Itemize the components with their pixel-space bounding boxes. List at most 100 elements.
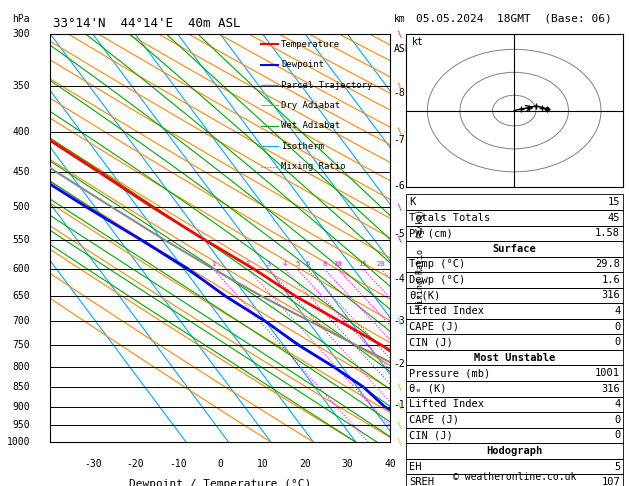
Text: Temperature: Temperature — [281, 40, 340, 49]
Text: Dry Adiabat: Dry Adiabat — [281, 101, 340, 110]
Text: 10: 10 — [257, 459, 269, 469]
Text: Most Unstable: Most Unstable — [474, 353, 555, 363]
Text: 0: 0 — [217, 459, 223, 469]
Text: Pressure (mb): Pressure (mb) — [409, 368, 490, 378]
Text: /: / — [396, 316, 406, 326]
Text: 700: 700 — [13, 316, 30, 326]
Text: 0: 0 — [614, 322, 620, 331]
Text: θₑ(K): θₑ(K) — [409, 291, 440, 300]
Text: /: / — [396, 29, 406, 39]
Text: -2: -2 — [393, 360, 405, 369]
Text: -3: -3 — [393, 316, 405, 326]
Text: kt: kt — [412, 37, 424, 47]
Text: /: / — [396, 420, 406, 430]
Text: 15: 15 — [359, 261, 367, 267]
Text: 1.58: 1.58 — [595, 228, 620, 238]
Text: Hodograph: Hodograph — [486, 446, 542, 456]
Text: hPa: hPa — [13, 14, 30, 24]
Text: CIN (J): CIN (J) — [409, 337, 453, 347]
Text: 650: 650 — [13, 291, 30, 301]
Text: 20: 20 — [377, 261, 386, 267]
Text: 1.6: 1.6 — [601, 275, 620, 285]
Text: /: / — [396, 81, 406, 91]
Text: Dewpoint / Temperature (°C): Dewpoint / Temperature (°C) — [129, 479, 311, 486]
Text: 45: 45 — [608, 213, 620, 223]
Text: /: / — [396, 401, 406, 412]
Text: Temp (°C): Temp (°C) — [409, 260, 465, 269]
Text: 350: 350 — [13, 81, 30, 91]
Text: 850: 850 — [13, 382, 30, 392]
Text: 29.8: 29.8 — [595, 260, 620, 269]
Text: 6: 6 — [305, 261, 309, 267]
Text: CIN (J): CIN (J) — [409, 431, 453, 440]
Text: Surface: Surface — [493, 244, 536, 254]
Text: -10: -10 — [169, 459, 187, 469]
Text: /: / — [396, 382, 406, 392]
Text: -5: -5 — [393, 229, 405, 239]
Text: 0: 0 — [614, 337, 620, 347]
Text: 1000: 1000 — [6, 437, 30, 447]
Text: 33°14'N  44°14'E  40m ASL: 33°14'N 44°14'E 40m ASL — [53, 17, 241, 30]
Text: /: / — [396, 127, 406, 137]
Text: K: K — [409, 197, 415, 207]
Text: 500: 500 — [13, 202, 30, 212]
Text: 30: 30 — [342, 459, 353, 469]
Text: 05.05.2024  18GMT  (Base: 06): 05.05.2024 18GMT (Base: 06) — [416, 14, 612, 24]
Text: -20: -20 — [126, 459, 144, 469]
Text: /: / — [396, 235, 406, 244]
Text: 900: 900 — [13, 401, 30, 412]
Text: 600: 600 — [13, 264, 30, 274]
Text: -7: -7 — [393, 135, 405, 145]
Text: EH: EH — [409, 462, 421, 471]
Text: 316: 316 — [601, 291, 620, 300]
Text: 950: 950 — [13, 420, 30, 430]
Text: 5: 5 — [295, 261, 299, 267]
Text: 550: 550 — [13, 235, 30, 244]
Text: Dewpoint: Dewpoint — [281, 60, 325, 69]
Text: 107: 107 — [601, 477, 620, 486]
Text: 0: 0 — [614, 431, 620, 440]
Text: Dewp (°C): Dewp (°C) — [409, 275, 465, 285]
Text: /: / — [396, 202, 406, 212]
Text: 10: 10 — [333, 261, 342, 267]
Text: 316: 316 — [601, 384, 620, 394]
Text: CAPE (J): CAPE (J) — [409, 322, 459, 331]
Text: 4: 4 — [614, 306, 620, 316]
Text: 1: 1 — [211, 261, 216, 267]
Text: -6: -6 — [393, 180, 405, 191]
Text: 3: 3 — [267, 261, 271, 267]
Text: 40: 40 — [384, 459, 396, 469]
Text: © weatheronline.co.uk: © weatheronline.co.uk — [452, 472, 576, 482]
Text: 4: 4 — [614, 399, 620, 409]
Text: θₑ (K): θₑ (K) — [409, 384, 447, 394]
Text: 800: 800 — [13, 362, 30, 372]
Text: Mixing Ratio: Mixing Ratio — [281, 162, 346, 171]
Text: km: km — [393, 14, 405, 24]
Text: Lifted Index: Lifted Index — [409, 399, 484, 409]
Text: Parcel Trajectory: Parcel Trajectory — [281, 81, 372, 89]
Text: -4: -4 — [393, 274, 405, 284]
Text: CAPE (J): CAPE (J) — [409, 415, 459, 425]
Text: 400: 400 — [13, 126, 30, 137]
Text: 750: 750 — [13, 340, 30, 350]
Text: Lifted Index: Lifted Index — [409, 306, 484, 316]
Text: 20: 20 — [299, 459, 311, 469]
Text: ASL: ASL — [393, 44, 411, 54]
Text: /: / — [396, 437, 406, 447]
Text: 0: 0 — [614, 415, 620, 425]
Text: Isotherm: Isotherm — [281, 142, 325, 151]
Text: 8: 8 — [322, 261, 326, 267]
Text: 450: 450 — [13, 167, 30, 176]
Text: 1001: 1001 — [595, 368, 620, 378]
Text: PW (cm): PW (cm) — [409, 228, 453, 238]
Text: Totals Totals: Totals Totals — [409, 213, 490, 223]
Text: 5: 5 — [614, 462, 620, 471]
Text: 2: 2 — [245, 261, 250, 267]
Text: 4: 4 — [282, 261, 287, 267]
Text: -30: -30 — [84, 459, 102, 469]
Text: Mixing Ratio  (g/kg): Mixing Ratio (g/kg) — [416, 208, 425, 309]
Text: -1: -1 — [393, 399, 405, 410]
Text: 300: 300 — [13, 29, 30, 39]
Text: SREH: SREH — [409, 477, 434, 486]
Text: -8: -8 — [393, 88, 405, 98]
